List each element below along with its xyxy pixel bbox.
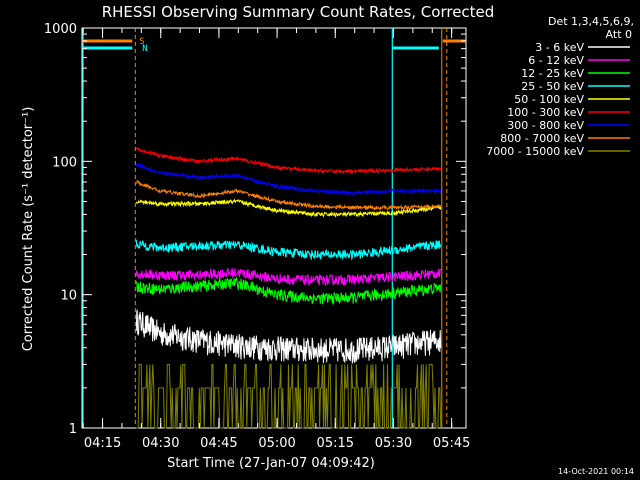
x-axis: 04:15 04:30 04:45 05:00 05:15 05:30 05:45: [82, 28, 470, 451]
x-tick-label: 05:30: [375, 436, 412, 451]
legend-label: 25 - 50 keV: [521, 80, 584, 93]
x-tick-label: 05:15: [317, 436, 354, 451]
flag-label-s: S: [139, 37, 144, 47]
flag-label-n: N: [142, 44, 147, 54]
series-7000-15000-kev: [136, 363, 442, 429]
x-tick-label: 05:00: [258, 436, 295, 451]
series-line: [135, 198, 442, 218]
x-tick-label: 04:15: [84, 436, 121, 451]
y-tick-label: 1000: [44, 22, 77, 37]
series-line: [135, 146, 442, 175]
series-line: [135, 239, 442, 261]
series-line: [135, 309, 442, 364]
legend-label: 3 - 6 keV: [535, 41, 584, 54]
legend-label: 50 - 100 keV: [514, 93, 584, 106]
legend-label: 12 - 25 keV: [521, 67, 584, 80]
series-12-25-kev: [135, 276, 442, 306]
series-line: [136, 179, 441, 211]
legend-header-1: Det 1,3,4,5,6,9,: [548, 15, 634, 28]
y-tick-label: 100: [52, 155, 77, 170]
series-line: [135, 162, 442, 197]
legend-label: 100 - 300 keV: [507, 106, 584, 119]
legend-label: 7000 - 15000 keV: [486, 145, 584, 158]
legend-header-2: Att 0: [606, 28, 632, 41]
legend-label: 300 - 800 keV: [507, 119, 584, 132]
series-300-800-kev: [135, 162, 442, 197]
chart-title: RHESSI Observing Summary Count Rates, Co…: [102, 3, 495, 21]
y-axis: 1 10 100 1000: [44, 22, 466, 437]
series-25-50-kev: [135, 239, 442, 261]
x-tick-label: 05:45: [433, 436, 470, 451]
y-tick-label: 1: [69, 422, 77, 437]
x-tick-label: 04:45: [200, 436, 237, 451]
y-axis-label: Corrected Count Rate (s⁻¹ detector⁻¹): [21, 107, 36, 352]
series-line: [135, 267, 442, 287]
legend-label: 800 - 7000 keV: [500, 132, 584, 145]
series-50-100-kev: [135, 198, 442, 218]
series-800-7000-kev: [136, 179, 441, 211]
series-line: [135, 276, 442, 306]
x-tick-label: 04:30: [142, 436, 179, 451]
plot-area: SN: [81, 27, 467, 429]
y-tick-label: 10: [60, 289, 77, 304]
series-line: [136, 363, 442, 429]
series-3-6-kev: [135, 309, 442, 364]
legend-label: 6 - 12 keV: [528, 54, 584, 67]
x-axis-label: Start Time (27-Jan-07 04:09:42): [167, 456, 375, 471]
series-100-300-kev: [135, 146, 442, 175]
series-6-12-kev: [135, 267, 442, 287]
timestamp: 14-Oct-2021 00:14: [558, 467, 634, 476]
